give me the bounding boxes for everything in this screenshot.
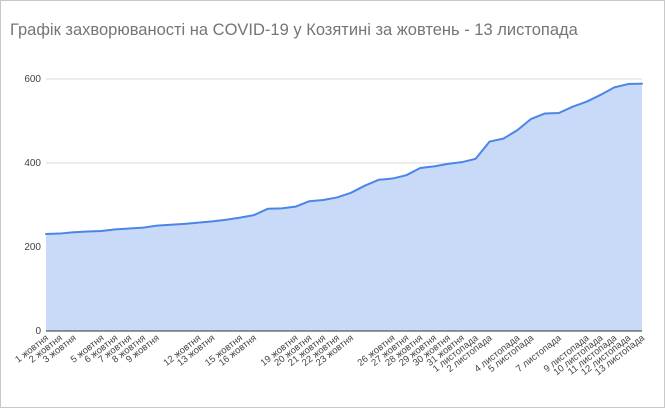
y-tick-label: 600 [24, 74, 41, 85]
data-point [460, 161, 463, 164]
data-point [613, 86, 616, 89]
data-point [349, 191, 352, 194]
data-point [488, 140, 491, 143]
data-point [474, 157, 477, 160]
data-point [308, 200, 311, 203]
area-fill [46, 83, 642, 332]
data-point [128, 227, 131, 230]
data-point [211, 220, 214, 223]
data-point [239, 216, 242, 219]
data-point [58, 232, 61, 235]
data-point [100, 230, 103, 233]
data-point [142, 226, 145, 229]
data-point [294, 205, 297, 208]
data-point [197, 221, 200, 224]
data-point [336, 196, 339, 199]
data-point [169, 223, 172, 226]
data-point [183, 222, 186, 225]
data-point [72, 231, 75, 234]
data-point [391, 177, 394, 180]
data-point [322, 198, 325, 201]
chart-title: Графік захворюваності на COVID-19 у Козя… [10, 21, 578, 39]
data-point [266, 207, 269, 210]
data-point [405, 174, 408, 177]
data-point [571, 105, 574, 108]
data-point [530, 117, 533, 120]
data-point [543, 112, 546, 115]
data-point [280, 207, 283, 210]
data-point [419, 167, 422, 170]
data-point [252, 214, 255, 217]
data-point [502, 137, 505, 140]
data-point [225, 218, 228, 221]
y-tick-label: 200 [24, 242, 41, 253]
data-point [155, 224, 158, 227]
data-point [627, 83, 630, 86]
data-point [86, 230, 89, 233]
y-tick-label: 0 [35, 326, 41, 337]
data-point [585, 100, 588, 103]
data-point [516, 129, 519, 132]
data-point [641, 82, 644, 85]
data-point [377, 178, 380, 181]
data-point [363, 184, 366, 187]
y-tick-label: 400 [24, 158, 41, 169]
data-point [114, 228, 117, 231]
data-point [446, 162, 449, 165]
data-point [557, 112, 560, 115]
data-point [599, 93, 602, 96]
series-line [45, 82, 643, 235]
data-point [45, 232, 48, 235]
data-point [433, 165, 436, 168]
